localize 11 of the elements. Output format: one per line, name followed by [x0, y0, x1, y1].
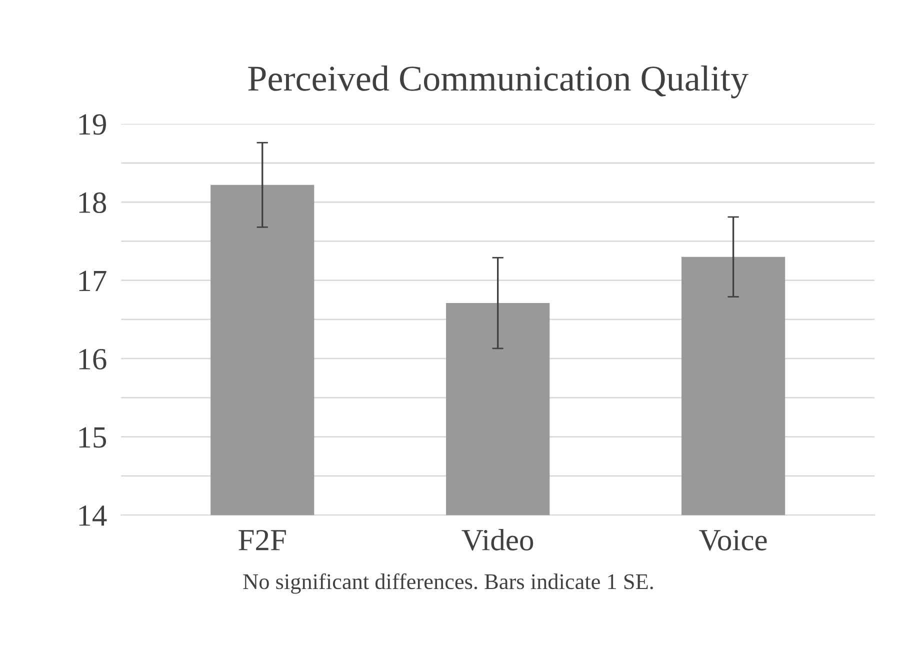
y-tick-label: 15 [79, 427, 106, 448]
x-tick-label: Video [462, 528, 534, 551]
y-tick-label: 16 [79, 348, 106, 370]
chart-title: Perceived Communication Quality [248, 65, 748, 98]
y-tick-label: 19 [79, 114, 106, 135]
x-tick-label: F2F [238, 530, 286, 550]
x-tick-label: Voice [699, 530, 767, 551]
y-tick-label: 18 [79, 192, 106, 214]
text: No significant differences. Bars indicate 1 SE. [243, 573, 653, 594]
y-tick-label: 17 [79, 270, 106, 291]
y-tick-label: 14 [79, 506, 107, 526]
